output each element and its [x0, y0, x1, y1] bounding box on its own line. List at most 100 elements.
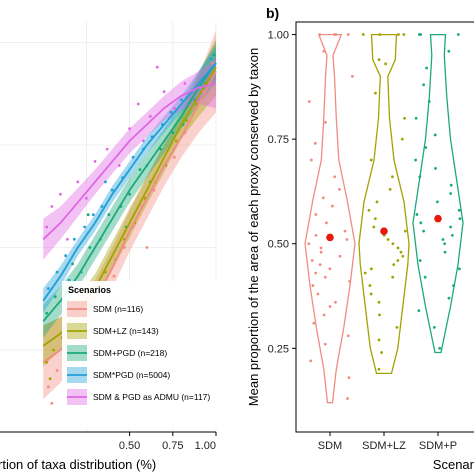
data-point: [399, 250, 403, 254]
data-point: [324, 121, 327, 124]
data-point: [392, 263, 396, 267]
data-point: [377, 58, 381, 62]
x-tick-label: 0.50: [119, 440, 140, 452]
data-point: [155, 65, 159, 69]
violin-SDM+P: [412, 33, 464, 354]
data-point: [138, 168, 142, 172]
data-point: [361, 33, 365, 36]
data-point: [52, 348, 55, 352]
data-point: [110, 188, 114, 192]
data-point: [397, 33, 400, 36]
data-point: [211, 61, 214, 65]
data-point: [148, 114, 152, 118]
legend: Scenarios SDM (n=116) SDM+LZ (n=143) SDM+P…: [62, 281, 224, 427]
legend-entry-label: SDM*PGD (n=5004): [93, 370, 170, 380]
data-point: [53, 295, 57, 299]
data-point: [85, 196, 88, 200]
data-point: [396, 246, 400, 250]
data-point: [328, 267, 332, 271]
data-point: [314, 233, 318, 237]
data-point: [174, 139, 178, 143]
data-point: [372, 225, 376, 229]
data-point: [50, 401, 54, 405]
data-point: [367, 208, 371, 212]
panel-a-x-ticks: 0.50 0.75 1.00: [119, 432, 217, 452]
data-point: [333, 175, 337, 179]
data-point: [388, 187, 392, 191]
legend-entry-label: SDM+PGD (n=218): [93, 348, 167, 358]
data-point: [363, 271, 367, 275]
panel-b-means: [326, 214, 442, 242]
data-point: [123, 246, 126, 249]
data-point: [88, 246, 92, 249]
data-point: [328, 305, 332, 308]
x-tick-label: SDM+LZ: [362, 440, 406, 452]
data-point: [396, 259, 400, 262]
mean-marker-SDM+LZ: [380, 227, 388, 235]
violin-SDM+LZ: [358, 33, 410, 375]
data-point: [45, 360, 49, 364]
data-point: [145, 246, 149, 249]
confidence-band-4: [43, 58, 217, 260]
data-point: [450, 233, 454, 237]
y-tick-label: 1.00: [268, 30, 289, 42]
data-point: [424, 146, 428, 149]
data-point: [443, 250, 447, 254]
data-point: [346, 334, 350, 338]
data-point: [309, 158, 313, 162]
data-point: [391, 175, 394, 179]
data-point: [131, 155, 135, 159]
data-point: [185, 119, 189, 122]
x-tick-label: 1.00: [195, 440, 216, 452]
data-point: [142, 139, 145, 143]
data-point: [347, 376, 351, 380]
data-point: [345, 238, 349, 241]
data-point: [171, 131, 175, 135]
data-point: [378, 313, 381, 317]
data-point: [72, 237, 76, 241]
data-point: [422, 83, 426, 87]
mean-marker-SDM+P: [434, 214, 442, 223]
data-point: [346, 397, 349, 400]
data-point: [369, 292, 373, 296]
data-point: [414, 158, 417, 162]
data-point: [312, 321, 316, 325]
data-point: [427, 100, 431, 103]
data-point: [322, 49, 326, 53]
data-point: [321, 196, 325, 200]
panel-b-x-ticks: SDM SDM+LZ SDM+P: [318, 432, 457, 452]
mean-marker-SDM: [326, 233, 334, 242]
data-point: [456, 33, 460, 36]
data-point: [314, 271, 318, 275]
data-point: [192, 106, 195, 110]
data-point: [343, 229, 347, 233]
data-point: [403, 116, 406, 120]
data-point: [100, 205, 104, 208]
data-point: [414, 116, 418, 120]
data-point: [391, 242, 395, 246]
panel-a: 0.50 0.75 1.00 rtion of taxa distribution …: [0, 22, 224, 472]
data-point: [183, 82, 187, 85]
data-point: [377, 367, 381, 371]
data-point: [55, 369, 59, 372]
data-point: [319, 246, 323, 250]
data-point: [105, 147, 109, 151]
x-tick-label: 0.75: [162, 440, 183, 452]
data-point: [401, 254, 405, 258]
data-point: [323, 275, 327, 279]
data-point: [338, 187, 341, 191]
data-point: [162, 90, 166, 94]
x-tick-label: SDM: [318, 440, 342, 452]
data-point: [415, 213, 419, 216]
data-point: [316, 292, 320, 296]
data-point: [458, 217, 462, 221]
data-point: [65, 237, 69, 241]
data-point: [307, 242, 311, 246]
legend-items: SDM (n=116) SDM+LZ (n=143) SDM+PGD (n=218)…: [67, 301, 210, 405]
data-point: [117, 164, 121, 167]
data-point: [83, 225, 87, 229]
data-point: [449, 192, 453, 195]
panel-b-x-axis-label: Scenar: [433, 457, 474, 472]
data-point: [423, 275, 427, 279]
data-point: [436, 200, 439, 204]
